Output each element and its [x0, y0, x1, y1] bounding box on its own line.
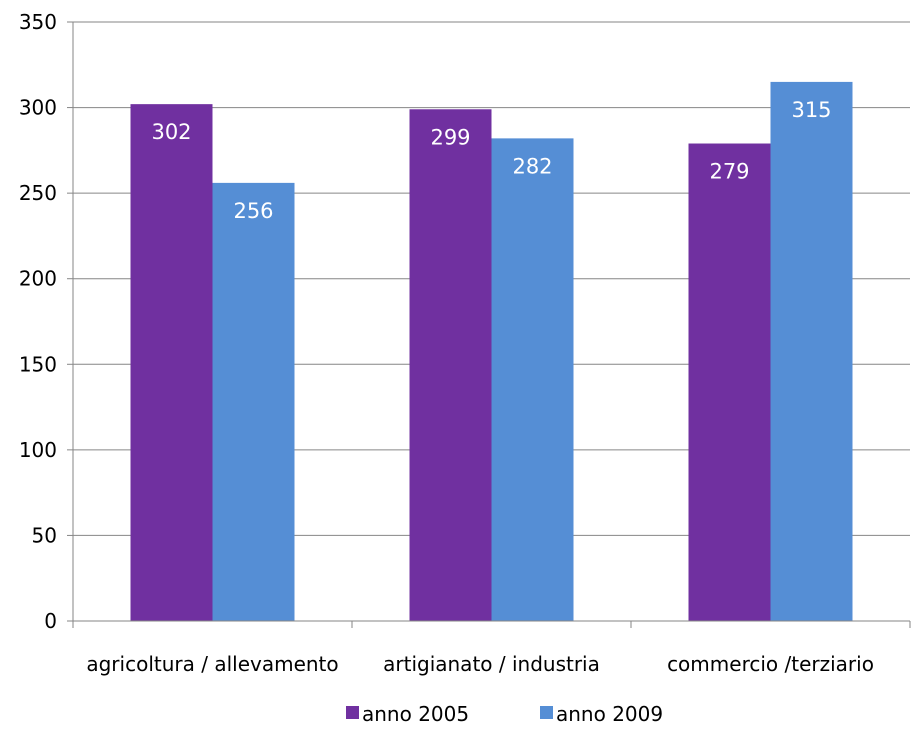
bar — [688, 143, 771, 622]
bar — [491, 138, 574, 621]
data-label: 315 — [791, 98, 831, 122]
y-axis-ticks: 0 50 100 150 200 250 300 350 — [19, 10, 73, 633]
bar — [130, 104, 213, 622]
x-axis: agricoltura / allevamento artigianato / i… — [72, 22, 911, 676]
data-label: 279 — [709, 160, 749, 184]
legend-label: anno 2009 — [556, 702, 663, 726]
y-tick-label: 150 — [19, 352, 57, 376]
y-tick-label: 200 — [19, 267, 57, 291]
y-tick-label: 100 — [19, 438, 57, 462]
legend-swatch — [540, 706, 553, 719]
data-label: 302 — [151, 120, 191, 144]
legend-label: anno 2005 — [362, 702, 469, 726]
x-tick-label: commercio /terziario — [667, 652, 874, 676]
data-label: 282 — [512, 154, 552, 178]
y-tick-label: 300 — [19, 96, 57, 120]
legend-swatch — [346, 706, 359, 719]
bar — [409, 109, 492, 621]
x-tick-label: agricoltura / allevamento — [86, 652, 338, 676]
bar — [770, 81, 853, 621]
y-tick-label: 0 — [44, 609, 57, 633]
data-labels: 302 256 299 282 279 315 — [151, 98, 831, 223]
data-label: 299 — [430, 125, 470, 149]
y-tick-label: 250 — [19, 181, 57, 205]
y-tick-label: 50 — [32, 523, 57, 547]
bar — [212, 182, 295, 622]
x-tick-label: artigianato / industria — [383, 652, 600, 676]
y-tick-label: 350 — [19, 10, 57, 34]
bars — [130, 81, 853, 622]
data-label: 256 — [233, 199, 273, 223]
legend: anno 2005 anno 2009 — [346, 702, 663, 726]
